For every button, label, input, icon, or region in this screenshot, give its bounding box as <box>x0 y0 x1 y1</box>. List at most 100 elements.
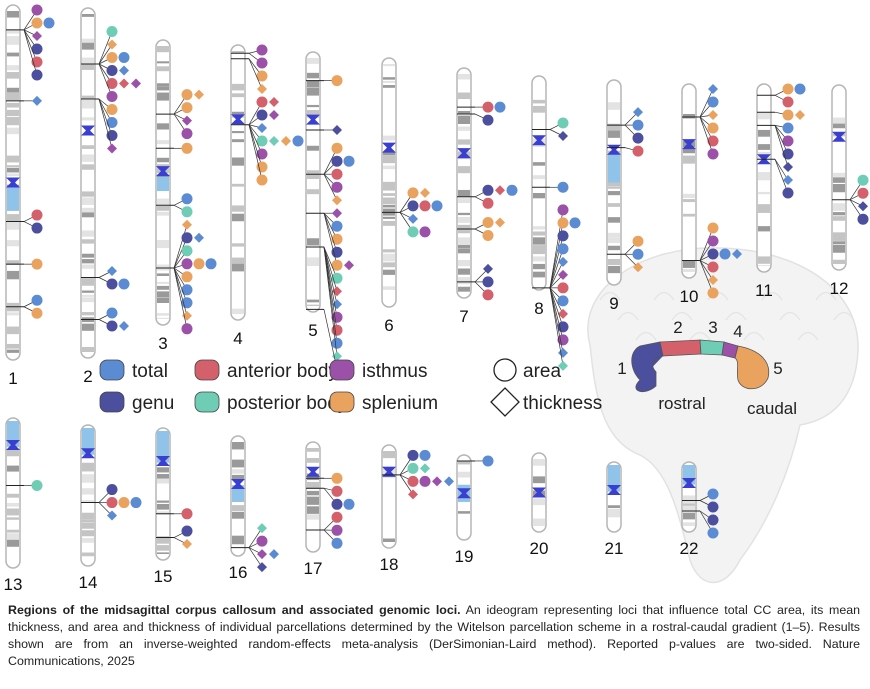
area-marker <box>707 235 719 247</box>
chromosome-band <box>758 204 770 213</box>
thickness-marker <box>732 249 742 260</box>
chromosome-band <box>82 552 94 557</box>
chromosome-band <box>7 312 19 316</box>
chromosome-band <box>383 152 395 156</box>
chromosome-band <box>82 95 94 99</box>
chromosome-band <box>232 474 244 480</box>
centromere <box>382 466 396 477</box>
chromosome-band <box>458 111 470 114</box>
chromosome-band <box>7 493 19 498</box>
locus-connector <box>98 44 113 65</box>
locus-connector <box>98 63 113 97</box>
locus <box>607 235 644 273</box>
area-marker <box>181 284 193 296</box>
area-marker <box>482 197 494 209</box>
thickness-marker <box>495 217 505 228</box>
chromosome-band <box>157 198 169 206</box>
locus <box>607 107 644 144</box>
chromosome-band <box>232 511 244 519</box>
locus <box>6 258 43 270</box>
thickness-marker <box>344 260 354 271</box>
cc-segment-label: 4 <box>733 322 742 341</box>
caudal-label: caudal <box>747 399 797 418</box>
chromosome-band <box>608 245 620 251</box>
chromosome-band <box>307 104 319 108</box>
chromosome-band <box>157 157 169 163</box>
thickness-marker <box>257 84 267 94</box>
chromosome-band <box>383 253 395 262</box>
chromosome-band <box>458 74 470 80</box>
chromosome-4: 4 <box>230 44 304 348</box>
chromosome-band <box>683 269 695 272</box>
chromosome-band <box>307 58 319 64</box>
chromosome-label: 1 <box>8 369 17 388</box>
area-marker <box>106 278 118 290</box>
area-marker <box>256 44 268 56</box>
centromere <box>532 487 546 498</box>
chromosome-band <box>82 14 94 17</box>
chromosome-band <box>7 240 19 247</box>
chromosome-band <box>7 508 19 516</box>
locus-connector <box>23 29 38 76</box>
locus <box>81 26 141 102</box>
thickness-marker <box>858 201 868 212</box>
chromosome-band <box>383 181 395 191</box>
chromosome-band <box>833 241 845 245</box>
area-marker <box>331 537 343 549</box>
area-marker <box>181 89 193 101</box>
thickness-marker <box>257 562 267 573</box>
chromosome-band <box>383 193 395 196</box>
locus <box>457 101 506 113</box>
chromosome-band <box>7 529 19 533</box>
chromosome-band <box>82 42 94 50</box>
chromosome-band <box>82 519 94 523</box>
chromosome-band <box>82 297 94 303</box>
chromosome-band <box>82 154 94 162</box>
legend-swatch-genu <box>99 391 125 413</box>
chromosome-band <box>157 511 169 515</box>
chromosome-band <box>82 99 94 109</box>
chromosome-label: 17 <box>304 559 323 578</box>
area-marker <box>632 119 644 131</box>
chromosome-band <box>82 323 94 331</box>
area-marker <box>482 276 494 288</box>
locus-connector <box>699 260 714 281</box>
chromosome-label: 13 <box>4 575 23 594</box>
area-marker <box>181 206 193 218</box>
area-marker <box>857 213 869 225</box>
locus-connector <box>98 31 113 65</box>
chromosome-body <box>381 444 397 549</box>
chromosome-band <box>383 165 395 170</box>
chromosome-band <box>157 313 169 316</box>
legend-label: total <box>132 361 168 382</box>
locus <box>532 204 581 371</box>
locus <box>457 184 518 209</box>
locus-connector <box>248 547 263 568</box>
area-marker <box>331 246 343 258</box>
chromosome-band <box>608 203 620 207</box>
locus-connector <box>549 287 564 366</box>
chromosome-band <box>7 109 19 117</box>
thickness-marker <box>107 510 117 521</box>
chromosome-band <box>833 216 845 221</box>
chromosome-band <box>232 213 244 222</box>
area-marker <box>431 200 443 212</box>
centromere <box>457 148 471 159</box>
chromosome-band <box>458 126 470 131</box>
area-marker <box>256 96 268 108</box>
chromosome-band <box>7 52 19 57</box>
area-marker <box>707 122 719 134</box>
chromosome-6: 6 <box>381 57 443 335</box>
chromosome-band <box>232 535 244 545</box>
locus <box>156 193 193 218</box>
chromosome-15: 15 <box>154 427 193 586</box>
area-marker <box>707 248 719 260</box>
locus <box>6 95 42 106</box>
area-marker <box>419 449 431 461</box>
caption-title: Regions of the midsagittal corpus callos… <box>8 603 461 617</box>
locus <box>306 246 343 362</box>
chromosome-22: 22 <box>680 461 719 558</box>
area-marker <box>331 485 343 497</box>
chromosome-band <box>157 474 169 479</box>
chromosome-band <box>458 92 470 100</box>
